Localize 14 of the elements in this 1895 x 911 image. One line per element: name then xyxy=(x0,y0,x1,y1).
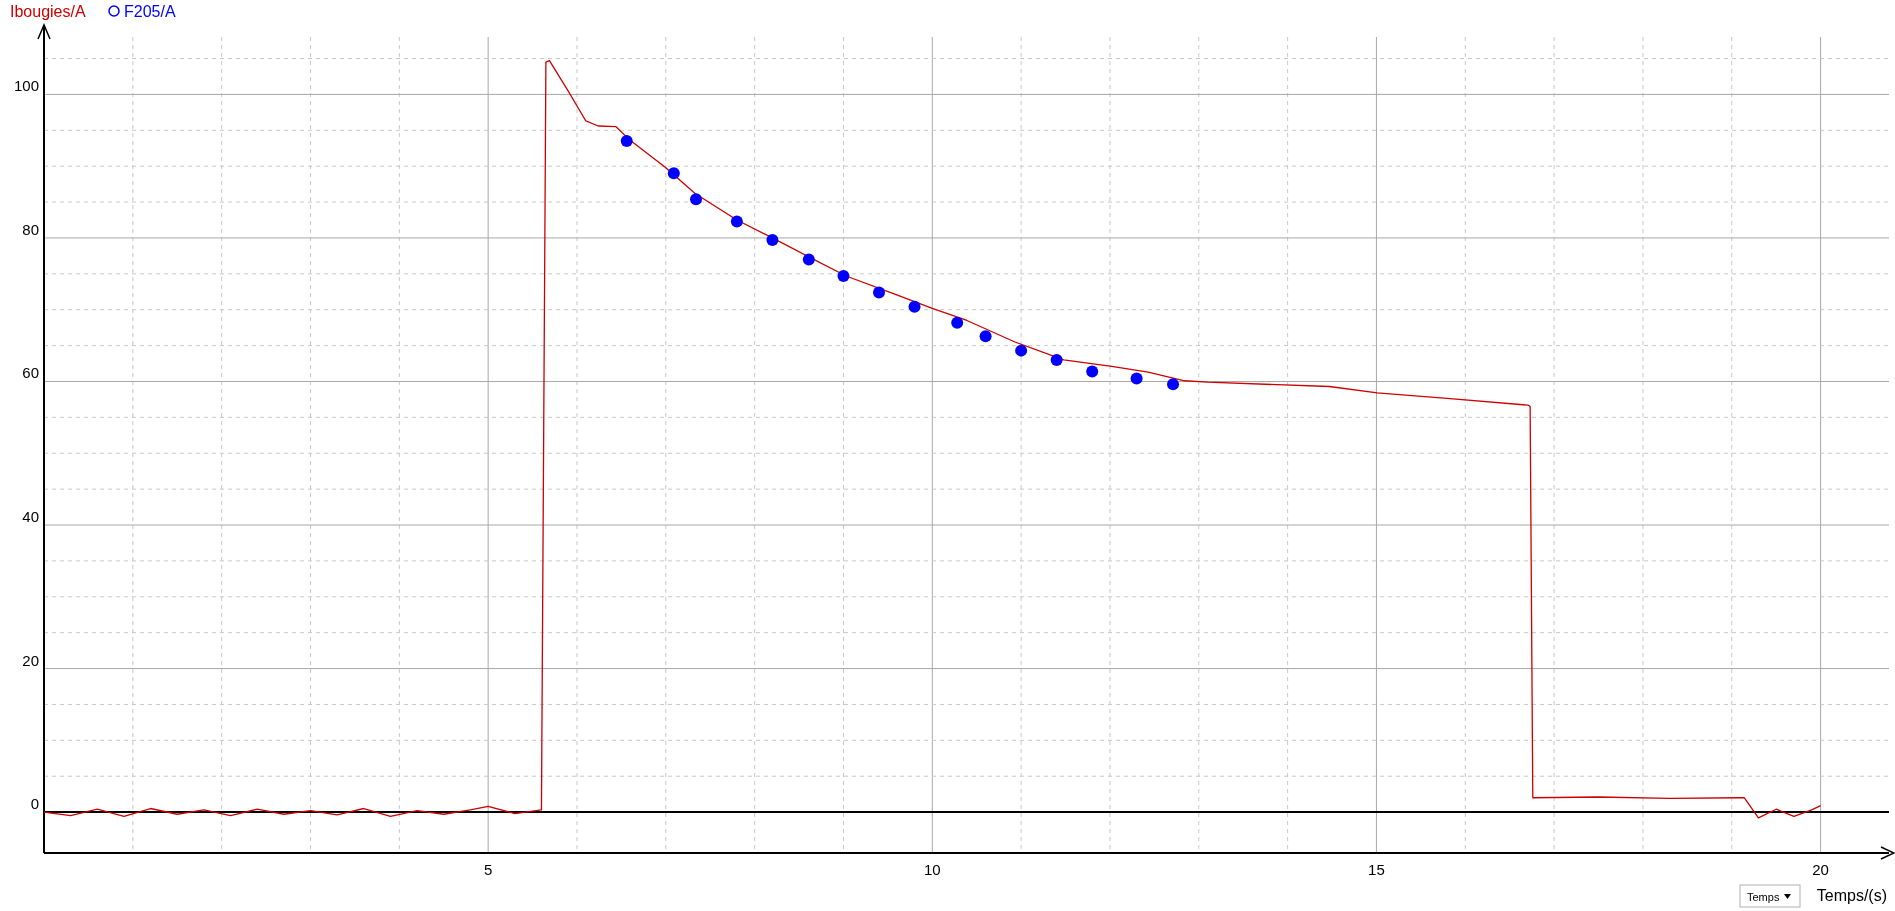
x-tick-label: 20 xyxy=(1812,861,1829,878)
legend-label: F205/A xyxy=(124,3,176,20)
x-axis-title: Temps/(s) xyxy=(1816,887,1887,904)
text: Ibougies/A xyxy=(10,3,86,20)
y-tick-label: 0 xyxy=(30,795,39,813)
dropdown-field: Temps xyxy=(1739,884,1801,908)
y-tick-label: 40 xyxy=(22,508,39,526)
x-tick-label: 15 xyxy=(1368,861,1385,878)
y-tick-label: 80 xyxy=(22,220,39,238)
y-tick-label: 20 xyxy=(22,651,39,669)
x-tick-label: 5 xyxy=(483,861,493,878)
y-tick-label: 60 xyxy=(22,364,39,382)
x-tick-label: 10 xyxy=(923,861,941,878)
y-tick-label: 100 xyxy=(13,77,39,95)
